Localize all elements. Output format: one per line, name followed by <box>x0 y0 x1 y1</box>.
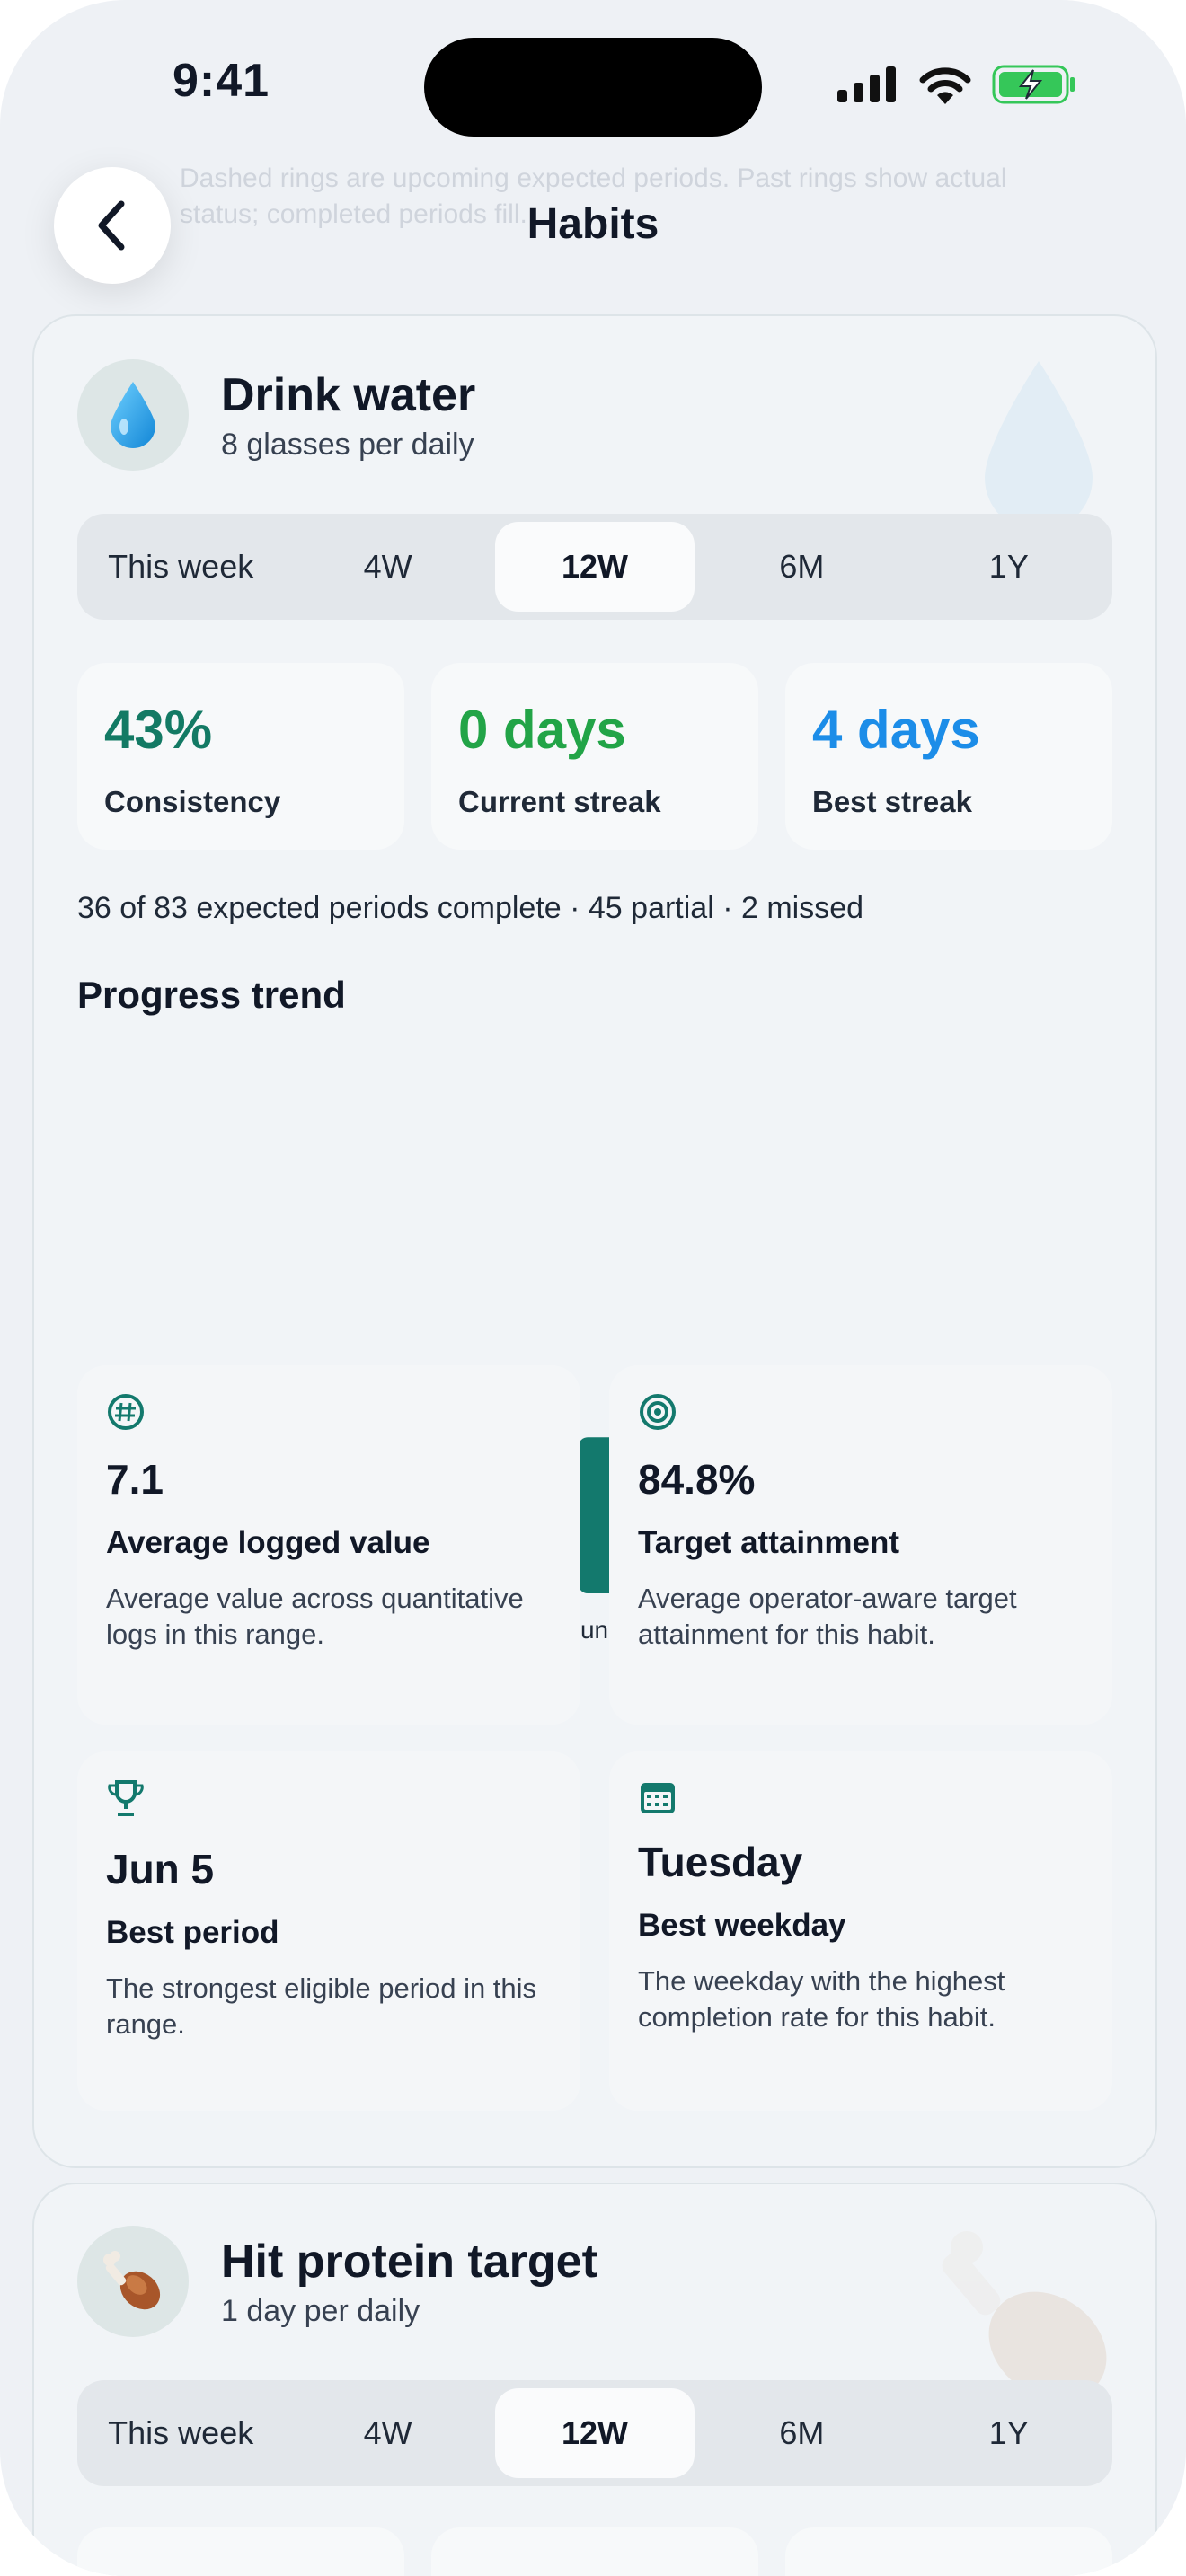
range-option-1y[interactable]: 1Y <box>988 2414 1029 2451</box>
stat-value: 4 days <box>812 700 980 760</box>
range-option-12w[interactable]: 12W <box>494 522 695 612</box>
target-icon <box>640 1394 676 1430</box>
drumstick-icon <box>77 2226 189 2337</box>
range-option-this-week[interactable]: This week <box>108 548 254 585</box>
stat-placeholder <box>77 2527 404 2576</box>
metric-best-period: Jun 5 Best period The strongest eligible… <box>77 1751 580 2111</box>
metric-description: The strongest eligible period in this ra… <box>106 1972 537 2040</box>
signal-icon <box>837 66 896 102</box>
metric-value: Tuesday <box>638 1839 803 1885</box>
range-segmented-control: This week 4W 12W 6M 1Y <box>77 2380 1112 2486</box>
stat-best-streak: 4 days Best streak <box>785 663 1112 850</box>
metric-title: Target attainment <box>638 1525 900 1560</box>
stat-value: 0 days <box>458 700 626 760</box>
range-option-4w[interactable]: 4W <box>363 548 412 585</box>
metric-title: Average logged value <box>106 1525 430 1560</box>
metric-value: 7.1 <box>106 1456 164 1503</box>
habit-subtitle: 1 day per daily <box>221 2294 420 2328</box>
metric-average-logged-value: 7.1 Average logged value Average value a… <box>77 1365 580 1725</box>
chevron-left-icon <box>98 200 125 251</box>
background-text: Dashed rings are upcoming expected perio… <box>180 163 1007 193</box>
stat-label: Current streak <box>458 785 661 818</box>
calendar-icon <box>641 1783 675 1813</box>
dynamic-island <box>424 38 762 137</box>
range-segmented-control: This week 4W 12W 6M 1Y <box>77 514 1112 620</box>
status-icons <box>837 65 1076 104</box>
metric-description: Average value across quantitative logs i… <box>106 1583 524 1650</box>
periods-summary: 36 of 83 expected periods complete · 45 … <box>77 891 864 925</box>
metric-value: 84.8% <box>638 1456 756 1503</box>
range-option-4w[interactable]: 4W <box>363 2414 412 2451</box>
status-time: 9:41 <box>173 55 270 107</box>
stat-label: Best streak <box>812 785 972 818</box>
background-text: status; completed periods fill. <box>180 199 527 229</box>
metric-description: Average operator-aware target attainment… <box>638 1583 1017 1650</box>
stat-label: Consistency <box>104 785 281 818</box>
trophy-icon <box>108 1780 144 1816</box>
habit-subtitle: 8 glasses per daily <box>221 428 474 462</box>
battery-icon <box>992 65 1075 104</box>
metric-description: The weekday with the highest completion … <box>638 1965 1005 2033</box>
page-title: Habits <box>527 200 659 248</box>
stat-consistency: 43% Consistency <box>77 663 404 850</box>
metric-title: Best period <box>106 1915 279 1950</box>
metric-best-weekday: Tuesday Best weekday The weekday with th… <box>609 1751 1112 2111</box>
range-option-this-week[interactable]: This week <box>108 2414 254 2451</box>
hash-icon <box>108 1394 144 1430</box>
water-drop-watermark-icon <box>985 361 1093 532</box>
range-option-6m[interactable]: 6M <box>779 2414 825 2451</box>
metric-title: Best weekday <box>638 1908 846 1943</box>
stat-current-streak: 0 days Current streak <box>431 663 758 850</box>
water-drop-icon <box>77 359 189 471</box>
range-option-6m[interactable]: 6M <box>779 548 825 585</box>
stat-placeholder <box>785 2527 1112 2576</box>
back-button[interactable] <box>54 167 171 284</box>
habit-card-hit-protein-target[interactable]: Hit protein target 1 day per daily This … <box>32 2183 1157 2576</box>
range-option-12w[interactable]: 12W <box>494 2388 695 2478</box>
stat-placeholder <box>431 2527 758 2576</box>
range-option-1y[interactable]: 1Y <box>988 548 1029 585</box>
drumstick-watermark-icon <box>942 2231 1107 2401</box>
metric-value: Jun 5 <box>106 1846 215 1892</box>
progress-trend-title: Progress trend <box>77 974 346 1016</box>
metric-target-attainment: 84.8% Target attainment Average operator… <box>609 1365 1112 1725</box>
habit-name: Drink water <box>221 369 476 421</box>
habit-name: Hit protein target <box>221 2236 597 2288</box>
habit-card-drink-water[interactable]: Drink water 8 glasses per daily This wee… <box>32 314 1157 2168</box>
wifi-icon <box>919 67 971 104</box>
stat-value: 43% <box>104 700 213 760</box>
